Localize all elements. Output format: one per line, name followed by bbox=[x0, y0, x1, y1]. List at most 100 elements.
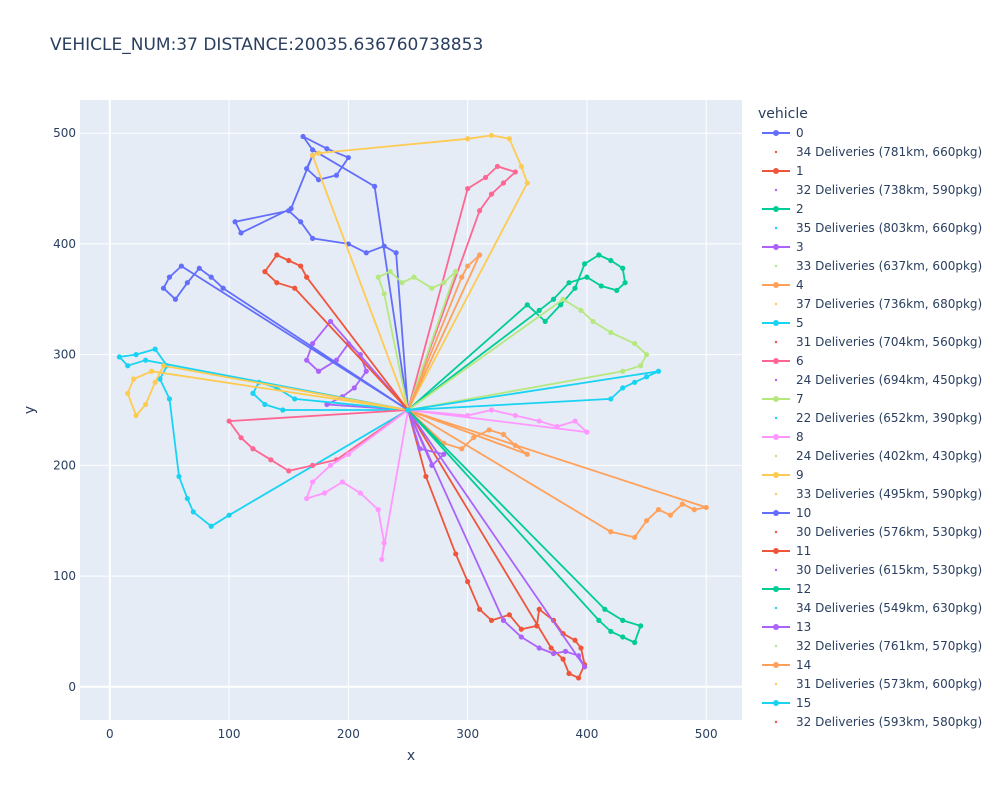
stop-point bbox=[596, 252, 602, 258]
legend-item-summary[interactable]: 30 Deliveries (615km, 530pkg) bbox=[774, 563, 982, 577]
legend-summary-label: 22 Deliveries (652km, 390pkg) bbox=[796, 411, 982, 425]
legend-item-vehicle-13[interactable]: 13 bbox=[762, 620, 811, 634]
stop-point bbox=[536, 418, 542, 424]
legend-item-vehicle-8[interactable]: 8 bbox=[762, 430, 804, 444]
stop-point bbox=[143, 357, 149, 363]
stop-point bbox=[572, 637, 578, 643]
stop-point bbox=[643, 374, 650, 380]
stop-point bbox=[524, 451, 530, 457]
legend-item-vehicle-3[interactable]: 3 bbox=[762, 240, 804, 254]
legend-item-vehicle-0[interactable]: 0 bbox=[762, 126, 804, 140]
legend-title: vehicle bbox=[758, 106, 808, 122]
stop-point bbox=[304, 274, 310, 280]
stop-point bbox=[160, 285, 167, 291]
legend-item-summary[interactable]: 30 Deliveries (576km, 530pkg) bbox=[774, 525, 982, 539]
legend-label: 11 bbox=[796, 544, 811, 558]
legend-item-vehicle-4[interactable]: 4 bbox=[762, 278, 804, 292]
legend-item-summary[interactable]: 33 Deliveries (495km, 590pkg) bbox=[774, 487, 982, 501]
legend-item-summary[interactable]: 37 Deliveries (736km, 680pkg) bbox=[774, 297, 982, 311]
legend-item-summary[interactable]: 33 Deliveries (637km, 600pkg) bbox=[774, 259, 982, 273]
legend-item-summary[interactable]: 32 Deliveries (738km, 590pkg) bbox=[774, 183, 982, 197]
legend-item-summary[interactable]: 32 Deliveries (761km, 570pkg) bbox=[774, 639, 982, 653]
legend[interactable]: 0 34 Deliveries (781km, 660pkg) 1 32 Delive… bbox=[762, 126, 982, 729]
legend-swatch-marker bbox=[773, 130, 779, 136]
stop-point bbox=[465, 263, 471, 269]
legend-item-summary[interactable]: 35 Deliveries (803km, 660pkg) bbox=[774, 221, 982, 235]
stop-point bbox=[309, 235, 316, 241]
legend-item-summary[interactable]: 32 Deliveries (593km, 580pkg) bbox=[774, 715, 982, 729]
stop-point bbox=[691, 507, 697, 513]
stop-point bbox=[608, 257, 614, 264]
y-tick-labels: 0 100 200 300 400 500 bbox=[53, 126, 76, 694]
stop-point bbox=[584, 274, 590, 280]
stop-point bbox=[220, 285, 226, 291]
stop-point bbox=[250, 446, 256, 452]
legend-item-vehicle-1[interactable]: 1 bbox=[762, 164, 804, 178]
stop-point bbox=[381, 243, 387, 249]
stop-point bbox=[381, 540, 387, 546]
stop-point bbox=[133, 412, 139, 419]
stop-point bbox=[620, 617, 626, 623]
stop-point bbox=[441, 451, 447, 457]
legend-label: 6 bbox=[796, 354, 804, 368]
stop-point bbox=[620, 385, 626, 391]
legend-summary-dot bbox=[774, 150, 778, 154]
legend-item-summary[interactable]: 24 Deliveries (402km, 430pkg) bbox=[774, 449, 982, 463]
stop-point bbox=[309, 340, 316, 347]
stop-point bbox=[550, 296, 557, 302]
legend-item-summary[interactable]: 31 Deliveries (704km, 560pkg) bbox=[774, 335, 982, 349]
legend-swatch-marker bbox=[773, 510, 779, 516]
stop-point bbox=[315, 368, 322, 374]
legend-item-vehicle-7[interactable]: 7 bbox=[762, 392, 804, 406]
stop-point bbox=[321, 490, 328, 496]
legend-item-vehicle-10[interactable]: 10 bbox=[762, 506, 811, 520]
y-tick-label: 100 bbox=[53, 569, 76, 583]
stop-point bbox=[566, 670, 572, 677]
legend-item-summary[interactable]: 22 Deliveries (652km, 390pkg) bbox=[774, 411, 982, 425]
stop-point bbox=[614, 287, 620, 294]
stop-point bbox=[309, 152, 316, 158]
legend-item-summary[interactable]: 34 Deliveries (549km, 630pkg) bbox=[774, 601, 982, 615]
x-tick-label: 100 bbox=[218, 727, 241, 741]
legend-label: 0 bbox=[796, 126, 804, 140]
legend-item-summary[interactable]: 31 Deliveries (573km, 600pkg) bbox=[774, 677, 982, 691]
stop-point bbox=[381, 291, 387, 297]
legend-swatch-marker bbox=[773, 548, 779, 554]
legend-item-summary[interactable]: 34 Deliveries (781km, 660pkg) bbox=[774, 145, 982, 159]
legend-swatch-marker bbox=[773, 472, 779, 478]
legend-item-vehicle-2[interactable]: 2 bbox=[762, 202, 804, 216]
legend-swatch-marker bbox=[773, 662, 779, 668]
legend-swatch-marker bbox=[773, 396, 779, 402]
stop-point bbox=[608, 529, 614, 535]
legend-summary-label: 24 Deliveries (402km, 430pkg) bbox=[796, 449, 982, 463]
stop-point bbox=[512, 442, 518, 449]
legend-item-summary[interactable]: 24 Deliveries (694km, 450pkg) bbox=[774, 373, 982, 387]
legend-item-vehicle-9[interactable]: 9 bbox=[762, 468, 804, 482]
legend-summary-dot bbox=[774, 340, 778, 344]
legend-item-vehicle-5[interactable]: 5 bbox=[762, 316, 804, 330]
legend-item-vehicle-6[interactable]: 6 bbox=[762, 354, 804, 368]
legend-label: 13 bbox=[796, 620, 811, 634]
stop-point bbox=[250, 390, 256, 396]
stop-point bbox=[399, 280, 405, 286]
legend-item-vehicle-12[interactable]: 12 bbox=[762, 582, 811, 596]
legend-summary-label: 30 Deliveries (576km, 530pkg) bbox=[796, 525, 982, 539]
stop-point bbox=[327, 462, 334, 468]
stop-point bbox=[578, 307, 584, 313]
stop-point bbox=[125, 390, 131, 396]
stop-point bbox=[562, 648, 569, 654]
stop-point bbox=[309, 147, 316, 153]
stop-point bbox=[152, 346, 158, 352]
stop-point bbox=[581, 261, 588, 267]
legend-item-vehicle-14[interactable]: 14 bbox=[762, 658, 811, 672]
stop-point bbox=[560, 656, 566, 662]
legend-label: 9 bbox=[796, 468, 804, 482]
legend-item-vehicle-15[interactable]: 15 bbox=[762, 696, 811, 710]
legend-summary-label: 33 Deliveries (637km, 600pkg) bbox=[796, 259, 982, 273]
legend-item-vehicle-11[interactable]: 11 bbox=[762, 544, 811, 558]
stop-point bbox=[190, 509, 196, 515]
route-line bbox=[162, 265, 409, 411]
stop-point bbox=[500, 617, 507, 623]
stop-point bbox=[575, 675, 582, 681]
